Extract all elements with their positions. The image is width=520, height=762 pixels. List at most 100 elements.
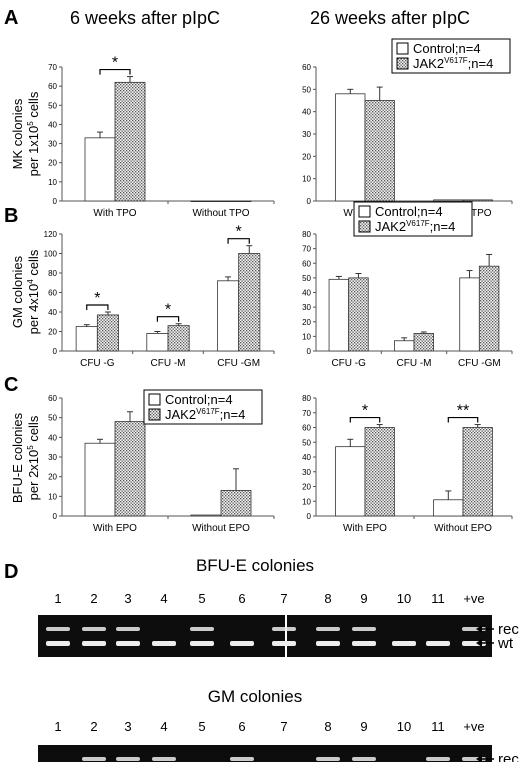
y-tick-label: 40 — [48, 308, 57, 317]
column-title-26-weeks: 26 weeks after pIpC — [310, 8, 470, 28]
x-tick-label: CFU -GM — [217, 358, 260, 369]
y-tick-label: 60 — [48, 82, 57, 91]
y-tick-label: 20 — [302, 318, 311, 327]
band-wt — [46, 641, 70, 646]
y-tick-label: 70 — [48, 63, 57, 72]
column-title-6-weeks: 6 weeks after pIpC — [70, 8, 220, 28]
band-rec — [316, 627, 340, 631]
legend-swatch-control — [396, 42, 409, 55]
x-tick-label: CFU -M — [151, 358, 186, 369]
legend-swatch-jak2 — [396, 57, 409, 70]
y-axis-label: MK colonies — [10, 98, 25, 169]
significance-mark: * — [236, 224, 242, 241]
chart-a-6-weeks: 0 10 20 30 40 50 60 70 With TPO * Without TPO MK co… — [10, 55, 275, 219]
lane-label: 4 — [160, 591, 167, 606]
x-tick-label: With TPO — [93, 208, 136, 219]
gel-image — [38, 615, 492, 657]
y-axis-label: per 4x104 cells — [26, 249, 41, 334]
bar-control — [328, 278, 350, 352]
x-tick-label: With EPO — [93, 523, 137, 534]
band-wt — [272, 641, 296, 646]
bar-jak2 — [114, 81, 146, 202]
legend-label-jak2: JAK2V617F;n=4 — [413, 56, 493, 71]
band-rec — [152, 757, 176, 761]
y-tick-label: 80 — [48, 269, 57, 278]
bar-control — [75, 326, 98, 352]
y-tick-label: 50 — [302, 438, 311, 447]
band-rec — [352, 757, 376, 761]
legend-swatch-jak2 — [148, 408, 161, 421]
y-tick-label: 30 — [302, 468, 311, 477]
lane-label: 3 — [124, 719, 131, 734]
lane-label: 1 — [54, 719, 61, 734]
significance-bracket — [99, 68, 131, 75]
chart-c-26-weeks: 0 10 20 30 40 50 60 70 80 With EPO * Without EPO ** — [302, 394, 513, 534]
band-rec — [316, 757, 340, 761]
lane-label: 2 — [90, 591, 97, 606]
bar-jak2 — [220, 490, 252, 517]
bar-jak2 — [478, 265, 500, 352]
lane-label: 9 — [360, 591, 367, 606]
legend-label-control: Control;n=4 — [375, 204, 443, 219]
bar-jak2 — [114, 421, 146, 517]
wt-label: wt — [497, 635, 514, 652]
significance-bracket — [349, 416, 381, 423]
rec-label: rec — [498, 751, 519, 762]
significance-bracket — [227, 238, 250, 244]
y-tick-label: 40 — [302, 453, 311, 462]
band-wt — [426, 641, 450, 646]
lane-label: 6 — [238, 719, 245, 734]
y-tick-label: 20 — [48, 159, 57, 168]
y-tick-label: 40 — [302, 289, 311, 298]
y-tick-label: 50 — [48, 101, 57, 110]
panel-letter-c: C — [4, 374, 18, 396]
y-tick-label: 10 — [302, 332, 311, 341]
y-axis-label: per 1x105 cells — [26, 91, 41, 176]
y-tick-label: 0 — [53, 512, 58, 521]
band-wt — [230, 641, 254, 646]
panel-letter-d: D — [4, 561, 18, 583]
bar-control — [217, 280, 240, 352]
bar-control — [190, 200, 222, 203]
y-tick-label: 30 — [302, 130, 311, 139]
y-tick-label: 40 — [48, 433, 57, 442]
chart-b-6-weeks: 0 20 40 60 80 100 120 CFU -G * CFU -M * CFU -GM * GM … — [10, 224, 275, 369]
x-tick-label: Without EPO — [192, 523, 250, 534]
band-wt — [152, 641, 176, 646]
bar-jak2 — [167, 325, 190, 352]
panel-letter-a: A — [4, 7, 18, 29]
band-wt — [82, 641, 106, 646]
x-tick-label: CFU -M — [397, 358, 432, 369]
x-tick-label: Without EPO — [434, 523, 492, 534]
chart-c-6-weeks: 0 10 20 30 40 50 60 With EPO Without EPO BFU-E co… — [10, 389, 275, 534]
y-tick-label: 80 — [302, 394, 311, 403]
band-rec — [46, 627, 70, 631]
lane-label: +ve — [463, 719, 484, 734]
significance-bracket — [156, 316, 180, 322]
y-tick-label: 60 — [302, 259, 311, 268]
y-tick-label: 20 — [48, 328, 57, 337]
significance-mark: * — [362, 403, 368, 420]
y-tick-label: 50 — [48, 414, 57, 423]
y-tick-label: 0 — [53, 197, 58, 206]
bar-control — [335, 446, 366, 517]
y-tick-label: 30 — [48, 453, 57, 462]
y-tick-label: 20 — [302, 483, 311, 492]
lane-label: 8 — [324, 719, 331, 734]
rec-arrowhead — [476, 755, 482, 762]
lane-label: 5 — [198, 591, 205, 606]
y-tick-label: 0 — [53, 347, 58, 356]
x-tick-label: CFU -G — [80, 358, 115, 369]
significance-bracket — [447, 416, 479, 423]
rec-arrowhead — [476, 625, 482, 633]
y-tick-label: 40 — [302, 108, 311, 117]
y-tick-label: 40 — [48, 120, 57, 129]
y-tick-label: 0 — [307, 512, 312, 521]
lane-label: 7 — [280, 719, 287, 734]
band-rec — [116, 627, 140, 631]
y-tick-label: 70 — [302, 409, 311, 418]
